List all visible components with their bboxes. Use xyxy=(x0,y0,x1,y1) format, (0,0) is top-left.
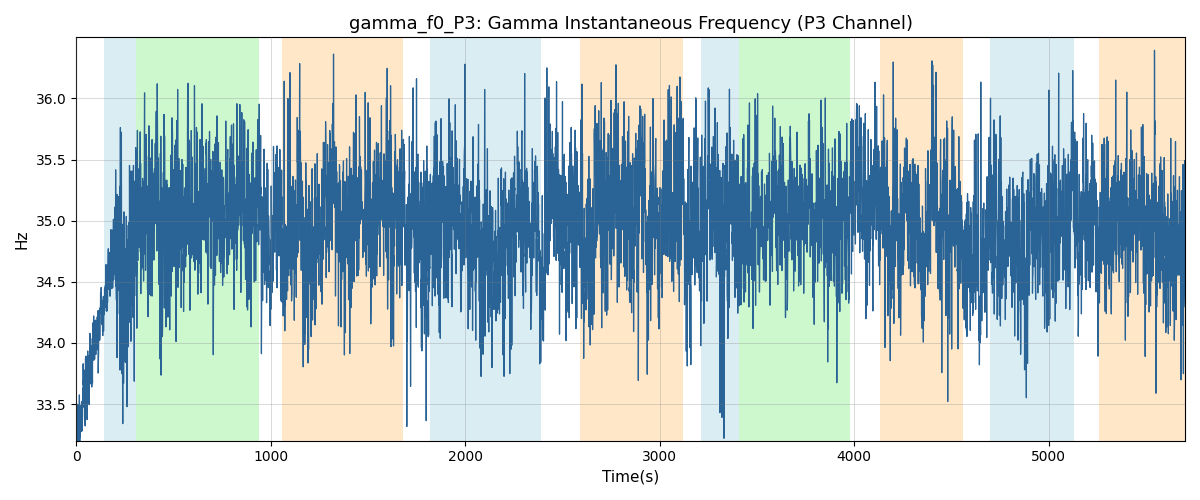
Bar xyxy=(739,38,851,440)
Bar xyxy=(403,38,430,440)
Bar xyxy=(580,38,683,440)
Bar xyxy=(137,38,259,440)
Title: gamma_f0_P3: Gamma Instantaneous Frequency (P3 Channel): gamma_f0_P3: Gamma Instantaneous Frequen… xyxy=(348,15,912,34)
Bar xyxy=(282,38,403,440)
Bar xyxy=(851,38,880,440)
Bar xyxy=(701,38,739,440)
X-axis label: Time(s): Time(s) xyxy=(602,470,659,485)
Bar xyxy=(259,38,282,440)
Bar xyxy=(1099,38,1186,440)
Bar xyxy=(541,38,580,440)
Bar xyxy=(1074,38,1099,440)
Bar xyxy=(430,38,541,440)
Y-axis label: Hz: Hz xyxy=(14,230,30,249)
Bar xyxy=(964,38,990,440)
Bar xyxy=(990,38,1074,440)
Bar xyxy=(683,38,701,440)
Bar xyxy=(880,38,964,440)
Bar xyxy=(104,38,137,440)
